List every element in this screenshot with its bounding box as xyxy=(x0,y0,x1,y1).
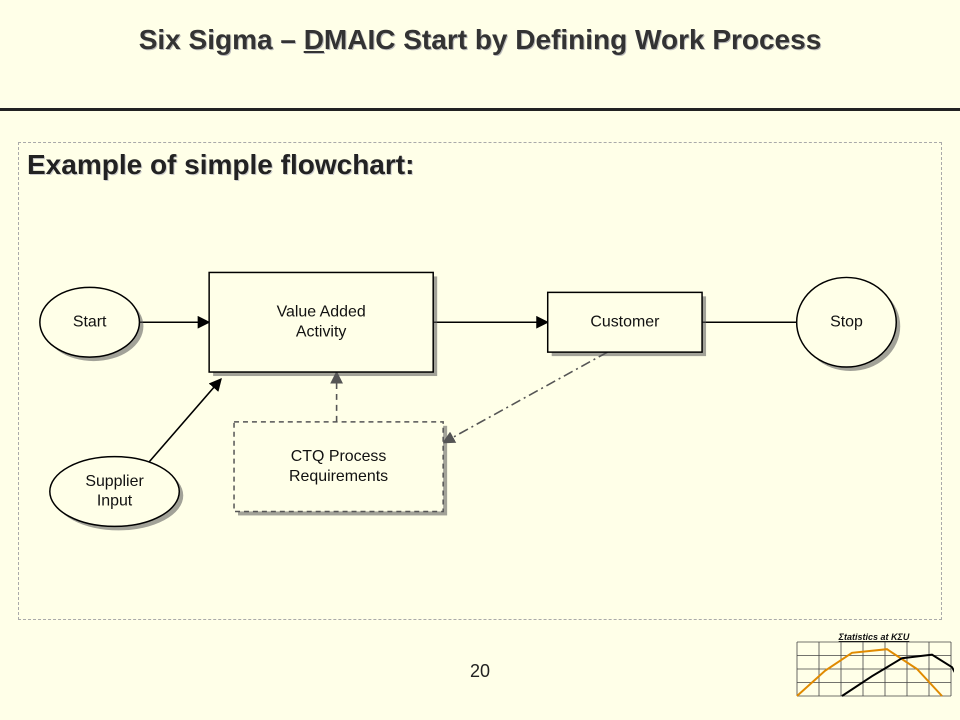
node-customer: Customer xyxy=(548,292,706,356)
slide-title: Six Sigma – DMAIC Start by Defining Work… xyxy=(0,22,960,57)
svg-text:Start: Start xyxy=(73,313,107,330)
flowchart: Start Value Added Activity Customer Stop Supp… xyxy=(19,143,941,619)
node-stop: Stop xyxy=(797,277,901,371)
title-divider xyxy=(0,108,960,111)
node-ctq: CTQ Process Requirements xyxy=(234,422,447,516)
svg-text:CTQ Process: CTQ Process xyxy=(291,448,387,465)
node-vaa: Value Added Activity xyxy=(209,272,437,376)
node-start: Start xyxy=(40,287,144,361)
svg-text:Supplier: Supplier xyxy=(85,473,144,490)
svg-text:Activity: Activity xyxy=(296,323,346,340)
node-supplier: Supplier Input xyxy=(50,457,183,531)
title-pre: Six Sigma – xyxy=(139,24,304,55)
svg-text:Value Added: Value Added xyxy=(277,303,366,320)
footer-logo: Σtatistics at KΣU xyxy=(794,632,954,700)
svg-text:Requirements: Requirements xyxy=(289,468,388,485)
svg-text:Customer: Customer xyxy=(590,313,660,330)
svg-text:Input: Input xyxy=(97,493,133,510)
title-post: MAIC Start by Defining Work Process xyxy=(324,24,821,55)
content-box: Example of simple flowchart: StartValue … xyxy=(18,142,942,620)
svg-text:Σtatistics at KΣU: Σtatistics at KΣU xyxy=(838,632,910,642)
title-underlined: D xyxy=(304,24,324,55)
svg-text:Stop: Stop xyxy=(830,313,863,330)
